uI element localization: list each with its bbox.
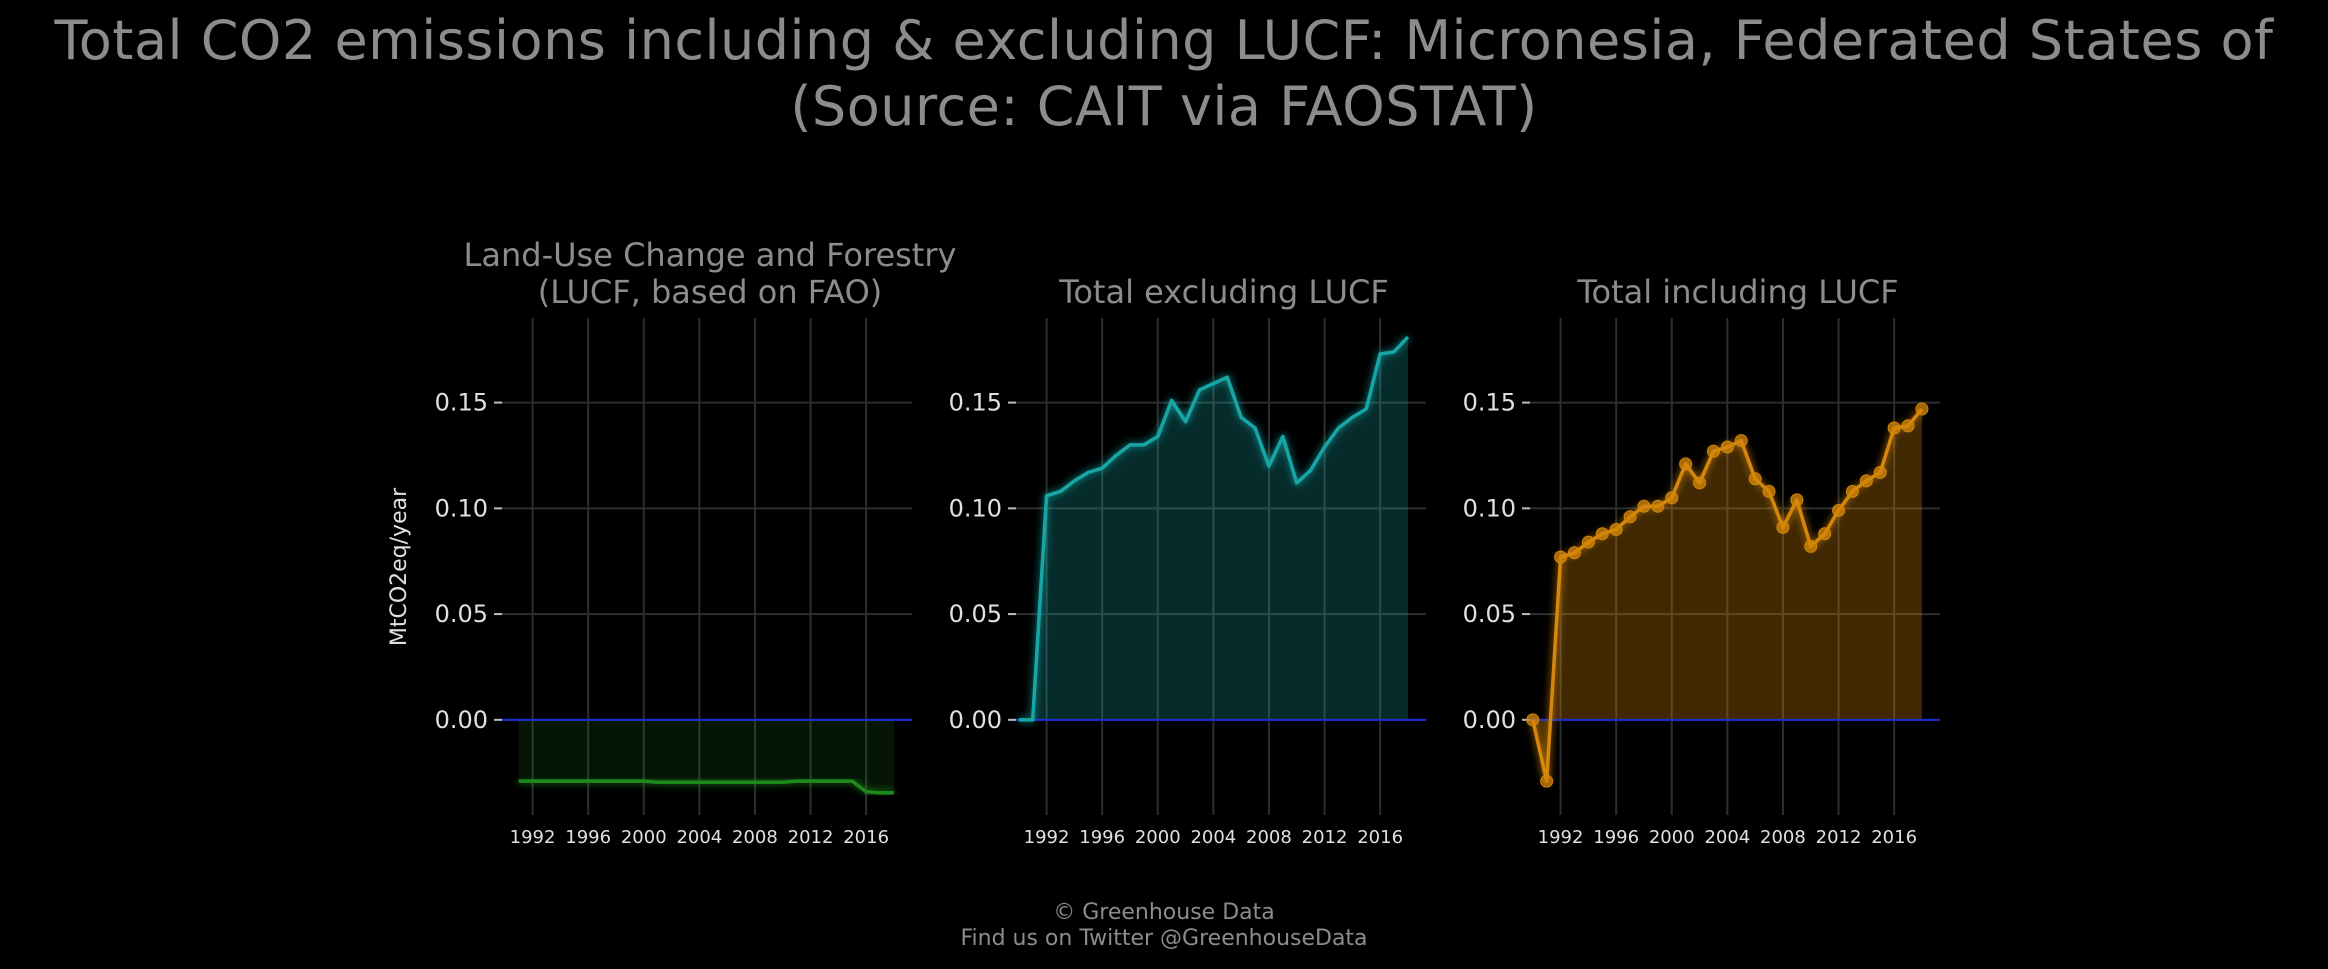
data-point (1859, 474, 1873, 488)
data-point (1623, 510, 1637, 524)
x-tick-label: 1992 (1538, 827, 1584, 848)
data-point (1901, 419, 1915, 433)
data-point (1526, 713, 1540, 727)
series-line (518, 779, 894, 795)
data-point (1609, 522, 1623, 536)
footer-twitter: Find us on Twitter @GreenhouseData (960, 926, 1368, 951)
x-tick-label: 2012 (788, 827, 834, 848)
series-line (1018, 335, 1410, 722)
series-area (1532, 408, 1922, 782)
data-point (1651, 499, 1665, 513)
chart-title-line2: (Source: CAIT via FAOSTAT) (790, 75, 1538, 138)
x-tick-label: 2004 (1190, 827, 1236, 848)
x-tick-label: 2000 (1649, 827, 1695, 848)
data-point (1790, 493, 1804, 507)
data-point (1679, 457, 1693, 471)
y-tick-label: 0.10 (1463, 494, 1516, 522)
y-axis-label: MtCO2eq/year (387, 487, 412, 646)
data-point (1554, 550, 1568, 564)
x-tick-label: 2008 (1760, 827, 1806, 848)
data-point (1734, 434, 1748, 448)
x-tick-label: 2004 (1704, 827, 1750, 848)
data-point (1595, 527, 1609, 541)
y-tick-label: 0.15 (1463, 389, 1516, 417)
panel-title: Total including LUCF (1576, 273, 1898, 311)
data-point (1567, 546, 1581, 560)
y-tick-label: 0.00 (435, 706, 488, 734)
footer-copyright: © Greenhouse Data (1053, 900, 1275, 925)
panel-title: (LUCF, based on FAO) (538, 273, 883, 311)
x-tick-label: 2000 (1135, 827, 1181, 848)
x-tick-label: 2008 (1246, 827, 1292, 848)
x-tick-label: 1992 (510, 827, 556, 848)
data-point (1873, 465, 1887, 479)
data-point (1776, 520, 1790, 534)
data-point (1804, 539, 1818, 553)
x-tick-label: 2016 (1871, 827, 1917, 848)
x-tick-label: 2016 (843, 827, 889, 848)
data-point (1832, 503, 1846, 517)
data-point (1540, 774, 1554, 788)
chart-panel-1: Land-Use Change and Forestry(LUCF, based… (387, 236, 956, 848)
data-point (1818, 527, 1832, 541)
y-tick-label: 0.15 (435, 389, 488, 417)
y-tick-label: 0.05 (435, 600, 488, 628)
y-tick-label: 0.15 (949, 389, 1002, 417)
y-tick-label: 0.05 (949, 600, 1002, 628)
data-point (1887, 421, 1901, 435)
y-tick-label: 0.10 (949, 494, 1002, 522)
chart-title-line1: Total CO2 emissions including & excludin… (54, 9, 2274, 72)
series-area (1018, 337, 1408, 720)
chart-panel-3: Total including LUCF 1992 1996 2000 2004 2008… (1463, 273, 1940, 848)
data-point (1915, 402, 1929, 416)
data-point (1845, 484, 1859, 498)
panel-title: Land-Use Change and Forestry (464, 236, 957, 274)
x-tick-label: 1996 (565, 827, 611, 848)
y-tick-label: 0.05 (1463, 600, 1516, 628)
chart-panel-2: Total excluding LUCF 1992 1996 2000 2004 2008… (949, 273, 1426, 848)
x-tick-label: 1996 (1079, 827, 1125, 848)
y-tick-label: 0.00 (949, 706, 1002, 734)
x-tick-label: 1996 (1593, 827, 1639, 848)
data-point (1706, 444, 1720, 458)
data-point (1748, 472, 1762, 486)
x-tick-label: 2008 (732, 827, 778, 848)
x-tick-label: 2000 (621, 827, 667, 848)
series-area (518, 719, 894, 793)
data-point (1637, 499, 1651, 513)
data-point (1720, 440, 1734, 454)
panel-title: Total excluding LUCF (1058, 273, 1389, 311)
x-tick-label: 1992 (1024, 827, 1070, 848)
x-tick-label: 2012 (1816, 827, 1862, 848)
x-tick-label: 2016 (1357, 827, 1403, 848)
y-tick-label: 0.00 (1463, 706, 1516, 734)
data-point (1581, 535, 1595, 549)
data-point (1762, 484, 1776, 498)
data-point (1693, 476, 1707, 490)
x-tick-label: 2004 (676, 827, 722, 848)
data-point (1665, 491, 1679, 505)
y-tick-label: 0.10 (435, 494, 488, 522)
x-tick-label: 2012 (1302, 827, 1348, 848)
